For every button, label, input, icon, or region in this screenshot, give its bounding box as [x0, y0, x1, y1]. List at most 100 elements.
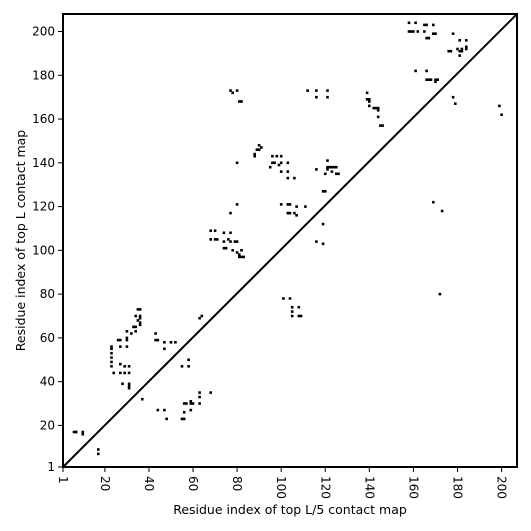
contact-point — [460, 49, 464, 53]
x-tick-label: 40 — [142, 476, 156, 491]
contact-point — [180, 417, 184, 421]
contact-point — [224, 246, 228, 250]
contact-point — [297, 314, 301, 318]
contact-point — [286, 203, 290, 206]
contact-point — [427, 36, 431, 40]
contact-point — [297, 305, 301, 309]
contact-point — [119, 371, 122, 375]
contact-point — [182, 402, 186, 405]
contact-point — [465, 47, 468, 51]
contact-point — [449, 49, 453, 53]
contact-point — [123, 371, 126, 375]
contact-point — [447, 49, 450, 53]
contact-point — [288, 203, 292, 206]
contact-point — [434, 78, 437, 81]
contact-point — [456, 47, 459, 51]
contact-point — [125, 345, 129, 348]
contact-point — [110, 356, 113, 359]
contact-point — [222, 240, 226, 243]
contact-point — [229, 240, 232, 243]
contact-point — [189, 400, 193, 403]
contact-point — [227, 238, 230, 241]
contact-point — [229, 231, 232, 235]
contact-point — [154, 338, 157, 342]
contact-point — [141, 397, 144, 401]
y-tick-label: 60 — [40, 331, 55, 345]
contact-point — [209, 229, 212, 232]
contact-point — [209, 391, 212, 394]
contact-point — [458, 39, 461, 42]
contact-point — [163, 408, 166, 412]
contact-point — [235, 89, 239, 92]
contact-point — [438, 292, 442, 296]
contact-point — [242, 255, 245, 259]
contact-point — [216, 238, 219, 241]
contact-point — [326, 168, 329, 171]
contact-point — [460, 47, 464, 51]
contact-point — [324, 172, 327, 176]
contact-point — [328, 165, 331, 169]
contact-point — [209, 238, 212, 241]
contact-point — [185, 402, 188, 405]
contact-point — [189, 408, 193, 412]
contact-point — [136, 319, 140, 322]
contact-point — [436, 78, 439, 81]
contact-point — [458, 54, 461, 57]
contact-point — [138, 323, 142, 327]
contact-point — [119, 338, 122, 342]
x-tick-label: 1 — [56, 476, 70, 484]
contact-point — [180, 365, 184, 368]
contact-point — [423, 23, 426, 27]
contact-point — [321, 222, 325, 226]
contact-point — [432, 32, 435, 35]
contact-point — [231, 249, 234, 252]
contact-point — [465, 39, 468, 42]
contact-point — [374, 106, 378, 110]
contact-point — [81, 430, 85, 434]
contact-point — [238, 255, 241, 259]
contact-point — [222, 231, 226, 235]
contact-point — [425, 36, 428, 40]
contact-point — [169, 341, 173, 344]
x-tick-label: 100 — [274, 476, 288, 499]
contact-point — [257, 148, 261, 151]
contact-point — [288, 297, 292, 300]
contact-point — [286, 161, 290, 165]
contact-point — [134, 314, 137, 318]
contact-point — [425, 23, 428, 27]
x-tick-label: 180 — [450, 476, 464, 499]
contact-point — [326, 89, 329, 92]
x-tick-label: 140 — [362, 476, 376, 499]
contact-point — [119, 345, 122, 348]
contact-point — [187, 365, 190, 368]
contact-point — [198, 391, 201, 394]
contact-point — [425, 78, 428, 81]
contact-point — [110, 345, 113, 348]
contact-point — [299, 314, 303, 318]
contact-point — [290, 314, 294, 318]
contact-point — [440, 209, 444, 213]
contact-point — [253, 154, 256, 158]
x-tick-label: 120 — [318, 476, 332, 499]
contact-point — [123, 365, 126, 368]
contact-point — [127, 384, 131, 388]
contact-point — [293, 176, 296, 180]
contact-point — [451, 95, 455, 99]
contact-point — [235, 203, 239, 206]
contact-point — [174, 341, 177, 344]
contact-point — [233, 240, 237, 243]
contact-point — [213, 238, 217, 241]
contact-point — [335, 165, 338, 169]
contact-point — [198, 395, 201, 399]
contact-point — [432, 200, 435, 204]
contact-point — [315, 240, 318, 243]
contact-point — [119, 362, 122, 366]
contact-point — [368, 104, 371, 108]
contact-point — [288, 211, 292, 215]
contact-point — [279, 161, 283, 165]
contact-point — [429, 78, 433, 81]
contact-point — [213, 229, 217, 232]
contact-point — [260, 146, 263, 149]
contact-point — [271, 161, 274, 165]
contact-point — [110, 360, 113, 364]
